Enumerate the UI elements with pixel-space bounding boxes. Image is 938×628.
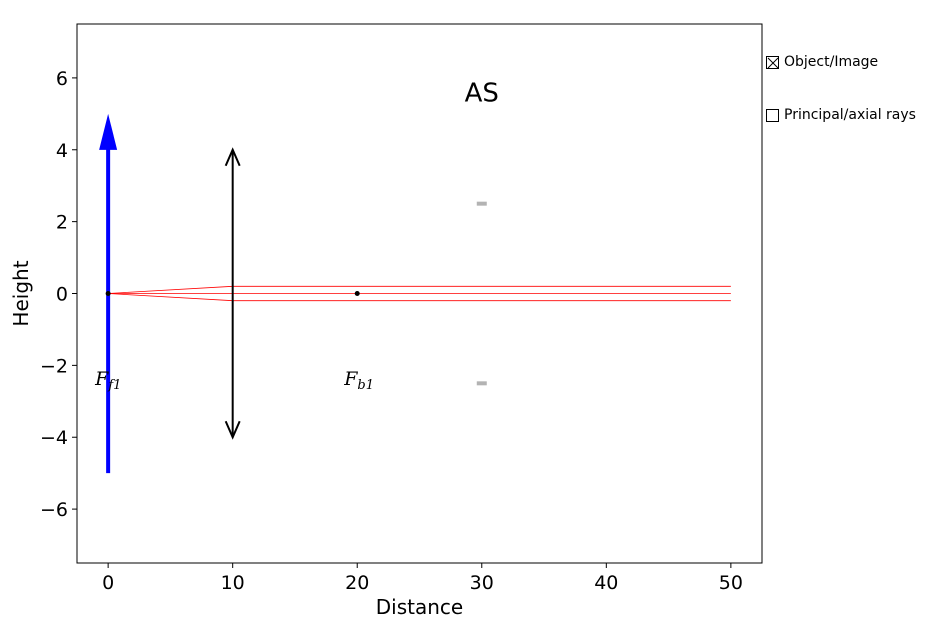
y-axis-ticks: −6 −4 −2 0 2 4 6 bbox=[40, 68, 77, 521]
y-tick-label: 0 bbox=[56, 284, 68, 306]
y-axis-title: Height bbox=[9, 260, 33, 326]
x-tick-label: 0 bbox=[102, 572, 114, 594]
checkmark-x-icon bbox=[767, 57, 779, 68]
focal-point-marker bbox=[105, 291, 111, 296]
object-arrowhead bbox=[99, 113, 118, 150]
x-axis-title: Distance bbox=[376, 595, 463, 619]
ray-line bbox=[108, 285, 731, 294]
lens-arrowhead-top bbox=[224, 147, 241, 167]
focal-label-subscript: b1 bbox=[357, 378, 374, 393]
object-image-checkbox[interactable]: Object/Image bbox=[766, 54, 878, 70]
lens-arrowhead-bottom bbox=[224, 420, 241, 440]
focal-point-label: Ff1 bbox=[94, 368, 121, 393]
principal-axial-rays-check-box[interactable] bbox=[766, 108, 779, 122]
y-tick-label: 2 bbox=[56, 212, 68, 234]
x-tick-label: 20 bbox=[345, 572, 369, 594]
y-tick-label: 6 bbox=[56, 68, 68, 90]
x-axis-ticks: 0 10 20 30 40 50 bbox=[102, 563, 743, 594]
y-tick-label: −6 bbox=[40, 499, 68, 521]
principal-axial-rays-checkbox[interactable]: Principal/axial rays bbox=[766, 107, 916, 123]
aperture-stop-label: AS bbox=[465, 78, 499, 108]
principal-axial-rays-label: Principal/axial rays bbox=[784, 107, 916, 123]
focal-label-main: F bbox=[94, 368, 109, 390]
ray-line bbox=[108, 293, 731, 302]
y-tick-label: 4 bbox=[56, 140, 68, 162]
optics-elements bbox=[99, 113, 487, 474]
x-tick-label: 50 bbox=[719, 572, 743, 594]
object-image-label: Object/Image bbox=[784, 54, 879, 70]
object-image-check-box[interactable] bbox=[766, 55, 779, 69]
focal-label-main: F bbox=[343, 368, 358, 390]
x-tick-label: 30 bbox=[470, 572, 494, 594]
x-tick-label: 10 bbox=[221, 572, 245, 594]
y-tick-label: −2 bbox=[40, 355, 68, 377]
y-tick-label: −4 bbox=[40, 427, 68, 449]
x-tick-label: 40 bbox=[594, 572, 618, 594]
focal-point-marker bbox=[354, 291, 360, 296]
ray-group bbox=[108, 285, 731, 302]
focal-label-subscript: f1 bbox=[107, 378, 121, 393]
focal-point-label: Fb1 bbox=[343, 368, 374, 393]
